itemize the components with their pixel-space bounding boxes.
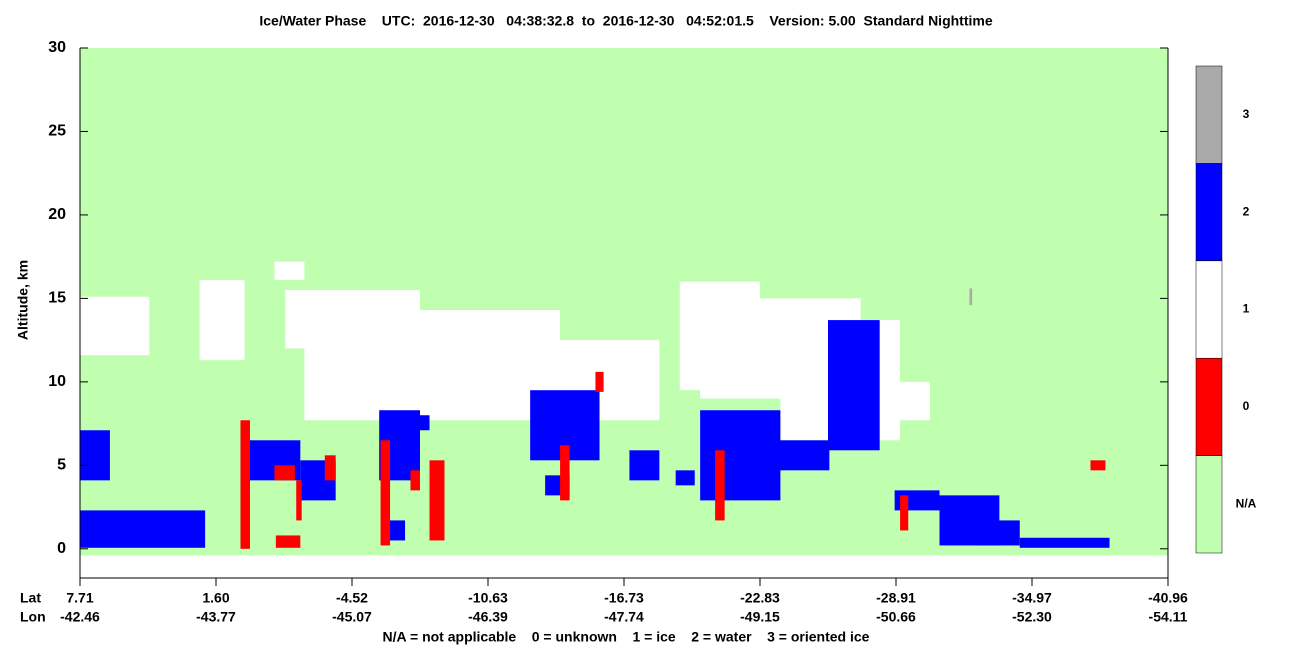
phase-region xyxy=(900,495,909,531)
x-tick-label-2: -47.74 xyxy=(604,609,644,625)
phase-region xyxy=(420,331,540,371)
phase-region xyxy=(828,320,880,451)
x-tick-label: -28.91 xyxy=(876,590,916,606)
colorbar-box xyxy=(1195,357,1223,456)
colorbar-label: 1 xyxy=(1243,302,1250,316)
phase-region xyxy=(80,296,150,356)
phase-region xyxy=(560,445,570,501)
phase-region xyxy=(429,460,445,541)
phase-region xyxy=(199,280,245,361)
phase-region xyxy=(715,450,725,521)
phase-region xyxy=(240,420,250,549)
phase-region xyxy=(380,440,391,546)
colorbar-box xyxy=(1195,65,1223,164)
y-axis-label: Altitude, km xyxy=(15,260,31,340)
phase-region xyxy=(399,415,430,431)
phase-region xyxy=(275,535,301,548)
y-tick-label: 30 xyxy=(48,39,66,56)
phase-region xyxy=(760,440,830,471)
colorbar-label: 3 xyxy=(1243,107,1250,121)
y-tick-label: 10 xyxy=(48,373,66,390)
x-tick-label-2: -54.11 xyxy=(1149,609,1188,625)
x-tick-label: 1.60 xyxy=(202,590,229,606)
colorbar-box xyxy=(1195,163,1223,262)
phase-region xyxy=(675,470,695,486)
x-tick-label: -40.96 xyxy=(1148,590,1188,606)
phase-region xyxy=(595,371,604,392)
x-tick-label: -4.52 xyxy=(336,590,368,606)
phase-region xyxy=(324,455,336,481)
chart-title: Ice/Water Phase UTC: 2016-12-30 04:38:32… xyxy=(259,13,992,29)
x-tick-label: -16.73 xyxy=(604,590,644,606)
colorbar-label: 0 xyxy=(1243,399,1250,413)
x-tick-label-2: -45.07 xyxy=(332,609,372,625)
x-tick-label-2: -42.46 xyxy=(60,609,100,625)
phase-region xyxy=(879,381,930,421)
phase-region xyxy=(974,520,1020,546)
x-tick-label-2: -49.15 xyxy=(740,609,780,625)
phase-region xyxy=(80,510,206,548)
colorbar-box xyxy=(1195,455,1223,554)
colorbar-box xyxy=(1195,260,1223,359)
phase-region xyxy=(969,288,973,306)
x-tick-label-2: -46.39 xyxy=(468,609,508,625)
x-tick-label: -10.63 xyxy=(468,590,508,606)
y-tick-label: 0 xyxy=(57,540,66,557)
footer: N/A = not applicable 0 = unknown 1 = ice… xyxy=(383,629,870,645)
x-axis-label: Lat xyxy=(20,590,41,606)
colorbar-label: N/A xyxy=(1236,496,1257,510)
x-tick-label: -22.83 xyxy=(740,590,780,606)
x-tick-label: 7.71 xyxy=(66,590,93,606)
x-tick-label: -34.97 xyxy=(1012,590,1052,606)
phase-region xyxy=(274,465,295,481)
x-tick-label-2: -43.77 xyxy=(196,609,236,625)
phase-region xyxy=(410,470,420,491)
x-axis-label-2: Lon xyxy=(20,609,46,625)
x-tick-label-2: -52.30 xyxy=(1012,609,1052,625)
x-tick-label-2: -50.66 xyxy=(876,609,916,625)
y-tick-label: 25 xyxy=(48,123,66,140)
y-tick-label: 5 xyxy=(57,457,66,474)
phase-region xyxy=(296,480,302,521)
phase-region xyxy=(1090,460,1106,471)
colorbar-label: 2 xyxy=(1243,204,1250,218)
y-tick-label: 15 xyxy=(48,290,66,307)
phase-region xyxy=(629,450,660,481)
phase-region xyxy=(274,261,305,281)
y-tick-label: 20 xyxy=(48,206,66,223)
phase-region xyxy=(80,430,110,481)
phase-region xyxy=(1019,537,1110,548)
